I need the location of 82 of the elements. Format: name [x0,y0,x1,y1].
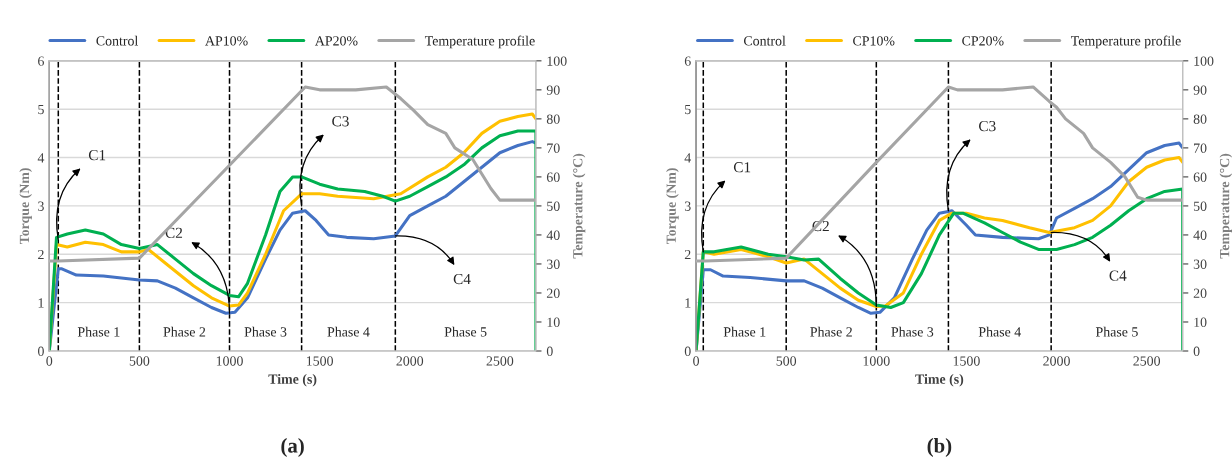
y2-tick-label: 0 [546,346,553,356]
legend-label: CP10% [853,36,895,46]
y-tick-label: 5 [38,104,44,115]
y2-tick-label: 10 [547,317,560,327]
y-tick-label: 4 [684,153,691,163]
y2-tick-label: 80 [546,114,560,124]
annotation: Phase 5 [1095,326,1138,337]
y-tick-label: 5 [685,104,691,115]
text: (a) [281,438,304,457]
legend-label: AP10% [205,36,248,46]
y2-tick-label: 80 [1193,114,1207,124]
y-tick-label: 0 [38,346,44,356]
y2-tick-label: 10 [1194,317,1207,327]
y-tick-label: 1 [685,298,691,308]
text: (b) [927,438,952,457]
y2-tick-label: 40 [546,230,560,240]
annotation: Phase 2 [163,326,206,337]
x-tick-label: 0 [46,356,53,366]
y-tick-label: 2 [38,249,44,260]
annotation: C4 [1109,270,1127,281]
legend-label: Control [743,35,786,46]
y2-axis-title: Temperature (°C) [1219,153,1232,259]
annotation: Phase 5 [444,326,487,337]
y2-tick-label: 90 [1193,85,1207,95]
y2-tick-label: 70 [1194,143,1207,153]
x-tick-label: 2000 [396,356,424,366]
x-tick-label: 1000 [863,356,890,366]
y2-tick-label: 90 [546,85,560,95]
y-tick-label: 3 [684,201,691,211]
x-tick-label: 2000 [1043,356,1070,366]
y2-axis-title: Temperature (°C) [572,153,586,259]
x-tick-label: 500 [776,356,797,366]
y2-tick-label: 30 [547,259,560,269]
legend-label: CP20% [962,36,1004,46]
y2-tick-label: 100 [1194,56,1214,66]
x-tick-label: 1500 [306,356,333,366]
x-tick-label: 2500 [486,356,514,366]
y-tick-label: 2 [684,249,691,260]
annotation: C1 [733,162,751,173]
y2-tick-label: 30 [1193,259,1207,269]
y-tick-label: 3 [38,201,44,211]
y2-tick-label: 50 [547,201,560,211]
annotation: Phase 2 [810,326,852,337]
y2-tick-label: 70 [547,143,560,153]
y-tick-label: 1 [38,298,44,308]
y2-tick-label: 60 [546,172,560,182]
y2-tick-label: 0 [1193,346,1200,356]
y-tick-label: 6 [684,56,691,66]
annotation: C3 [332,116,349,127]
y2-tick-label: 20 [1193,288,1207,298]
y-tick-label: 0 [684,346,691,356]
y2-tick-label: 60 [1193,172,1207,182]
x-tick-label: 1500 [953,356,980,366]
legend-label: Temperature profile [1071,35,1181,49]
annotation: C4 [453,273,471,285]
annotation: Phase 1 [77,326,120,337]
legend-label: AP20% [314,36,358,46]
y2-tick-label: 20 [546,288,560,298]
x-axis-title: Time (s) [268,374,317,387]
line-series [696,85,1183,263]
legend-label: Control [96,35,139,46]
y-tick-label: 4 [37,153,45,163]
x-tick-label: 1000 [216,356,243,366]
y-axis-title: Torque (Nm) [666,168,679,245]
y2-tick-label: 100 [547,56,567,66]
y2-tick-label: 50 [1193,201,1207,211]
x-tick-label: 0 [693,356,700,366]
annotation: Phase 3 [891,326,934,337]
y-tick-label: 6 [38,56,44,66]
x-tick-label: 500 [129,356,150,366]
x-axis-title: Time (s) [915,374,964,387]
annotation: Phase 3 [244,326,287,337]
annotation: Phase 4 [978,326,1021,337]
line-series [49,85,536,263]
y-axis-title: Torque (Nm) [19,168,32,245]
y2-tick-label: 40 [1193,230,1207,240]
annotation: Phase 4 [327,326,370,337]
x-tick-label: 2500 [1133,356,1161,366]
annotation: C1 [88,150,106,161]
annotation: C3 [979,121,996,132]
annotation: Phase 1 [723,326,766,337]
legend-label: Temperature profile [424,35,535,49]
